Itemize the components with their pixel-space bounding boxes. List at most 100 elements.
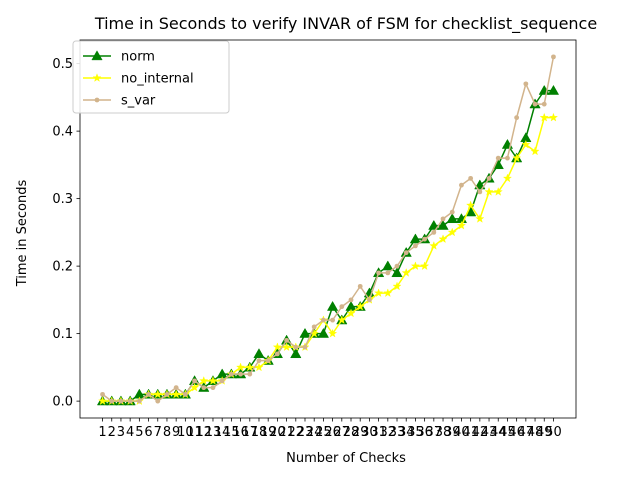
data-point-s_var — [357, 283, 363, 289]
x-tick-label: 25 — [315, 425, 332, 440]
x-axis-label: Number of Checks — [286, 451, 406, 466]
x-tick-label: 8 — [163, 425, 171, 440]
data-point-s_var — [449, 209, 455, 215]
x-tick-label: 21 — [278, 425, 295, 440]
data-point-s_var — [376, 270, 382, 276]
x-tick-label: 33 — [389, 425, 406, 440]
x-tick-label: 48 — [527, 425, 544, 440]
data-point-s_var — [422, 236, 428, 242]
x-tick-label: 34 — [398, 425, 415, 440]
data-point-s_var — [127, 398, 133, 404]
data-point-s_var — [100, 391, 105, 397]
data-point-s_var — [136, 398, 142, 404]
legend-label-s_var: s_var — [121, 94, 156, 109]
data-point-norm — [409, 233, 422, 244]
data-point-s_var — [311, 324, 317, 330]
data-point-norm — [253, 348, 265, 359]
data-point-s_var — [348, 297, 354, 303]
data-point-s_var — [173, 385, 179, 391]
data-point-s_var — [413, 243, 418, 249]
data-point-no_internal — [456, 220, 467, 230]
y-tick-label: 0.0 — [52, 395, 73, 410]
data-point-no_internal — [466, 200, 476, 210]
x-tick-label: 4 — [126, 425, 134, 440]
data-point-s_var — [477, 189, 483, 195]
plot-frame — [79, 39, 577, 419]
x-tick-label: 49 — [536, 425, 553, 440]
data-point-s_var — [155, 398, 161, 404]
x-tick-label: 47 — [518, 425, 535, 440]
x-tick-label: 45 — [499, 425, 516, 440]
x-tick-label: 7 — [154, 425, 162, 440]
data-point-s_var — [523, 81, 529, 87]
x-tick-label: 20 — [269, 425, 286, 440]
x-tick-label: 46 — [508, 425, 525, 440]
data-point-no_internal — [429, 241, 439, 250]
data-point-s_var — [459, 182, 464, 188]
data-point-s_var — [164, 391, 170, 397]
x-tick-label: 32 — [380, 425, 397, 440]
x-tick-label: 10 — [177, 425, 194, 440]
data-point-no_internal — [521, 139, 531, 149]
data-point-s_var — [403, 250, 409, 256]
data-point-no_internal — [512, 153, 522, 163]
data-point-s_var — [440, 216, 446, 222]
data-point-no_internal — [208, 376, 218, 385]
data-point-no_internal — [530, 146, 540, 156]
data-point-no_internal — [548, 112, 559, 122]
data-point-s_var — [302, 344, 308, 350]
data-point-s_var — [551, 54, 556, 60]
data-point-no_internal — [383, 288, 393, 298]
data-point-s_var — [284, 337, 289, 343]
x-tick-label: 40 — [453, 425, 470, 440]
data-point-no_internal — [502, 173, 513, 183]
data-point-norm — [437, 219, 449, 230]
y-axis-label: Time in Seconds — [15, 180, 30, 288]
data-point-no_internal — [171, 389, 181, 399]
x-tick-label: 11 — [186, 425, 203, 440]
data-point-s_var — [505, 155, 510, 161]
data-point-no_internal — [245, 362, 255, 372]
x-tick-label: 28 — [343, 425, 360, 440]
x-tick-label: 38 — [435, 425, 452, 440]
x-tick-label: 27 — [334, 425, 351, 440]
data-point-s_var — [228, 371, 234, 377]
x-tick-label: 35 — [407, 425, 424, 440]
data-point-norm — [299, 327, 311, 338]
y-tick-label: 0.3 — [52, 192, 73, 207]
legend-box — [72, 40, 230, 114]
data-point-no_internal — [447, 227, 457, 237]
data-point-s_var — [274, 351, 280, 357]
data-point-no_internal — [153, 389, 163, 399]
x-tick-label: 23 — [297, 425, 314, 440]
data-point-no_internal — [420, 261, 430, 271]
x-tick-label: 12 — [195, 425, 212, 440]
x-tick-label: 2 — [108, 425, 116, 440]
x-tick-label: 37 — [426, 425, 443, 440]
data-point-norm — [326, 300, 339, 311]
legend-marker-s_var — [94, 97, 100, 103]
data-point-s_var — [532, 101, 538, 107]
data-point-s_var — [201, 385, 207, 391]
data-point-s_var — [118, 398, 124, 404]
data-point-s_var — [330, 317, 336, 323]
data-point-s_var — [385, 270, 391, 276]
x-tick-label: 15 — [223, 425, 240, 440]
data-point-s_var — [468, 175, 474, 181]
y-tick-label: 0.1 — [52, 327, 73, 342]
legend-label-no_internal: no_internal — [121, 72, 194, 87]
data-point-s_var — [192, 378, 197, 384]
data-point-no_internal — [328, 328, 338, 338]
data-point-norm — [290, 348, 302, 359]
axes-layer — [79, 39, 577, 419]
data-point-norm — [547, 84, 560, 95]
x-tick-label: 44 — [490, 425, 507, 440]
x-tick-label: 24 — [306, 425, 323, 440]
legend-label-norm: norm — [121, 50, 155, 65]
x-tick-label: 30 — [361, 425, 378, 440]
data-point-norm — [446, 213, 458, 224]
x-tick-label: 18 — [251, 425, 268, 440]
data-point-no_internal — [355, 301, 365, 311]
x-tick-label: 5 — [135, 425, 143, 440]
